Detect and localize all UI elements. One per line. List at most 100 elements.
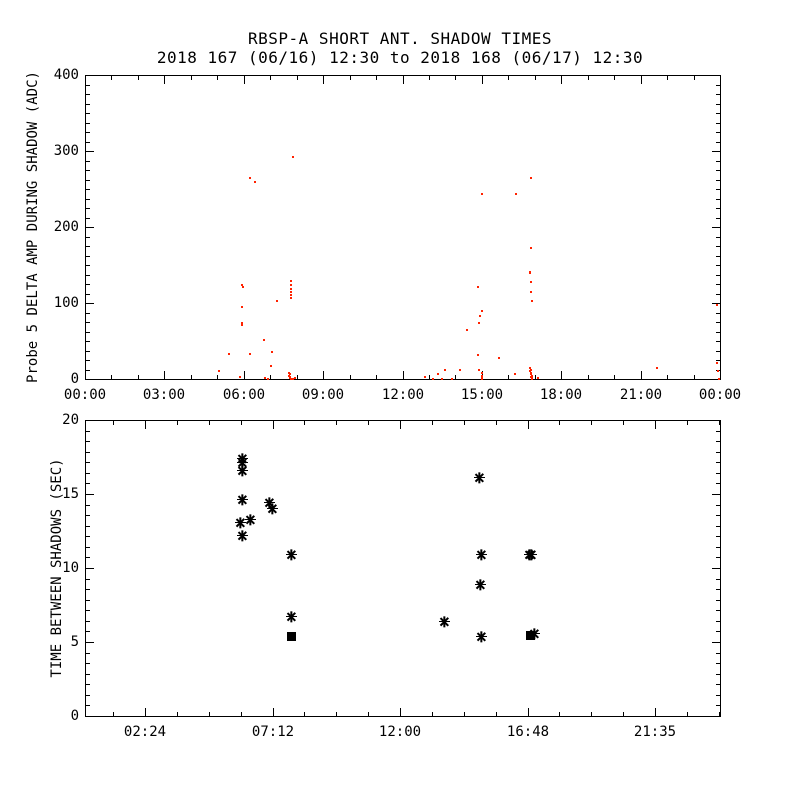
bottom-y-tick [716,452,720,453]
data-point-dot [481,193,483,195]
top-y-tick [712,151,720,152]
bottom-x-tick [336,421,337,425]
top-x-tick [217,375,218,379]
top-y-tick [86,322,90,323]
top-y-tick [716,294,720,295]
bottom-y-tick [86,462,90,463]
bottom-x-tick-label: 07:12 [251,724,295,740]
top-y-tick [86,161,90,162]
bottom-x-tick [336,712,337,716]
top-x-tick-label: 06:00 [222,387,266,403]
top-x-tick [111,76,112,80]
data-point-dot [537,377,539,379]
top-y-tick [86,85,90,86]
bottom-y-tick [86,600,90,601]
top-x-tick [508,76,509,80]
data-point-dot [530,177,532,179]
data-point-dot [263,339,265,341]
data-point-dot [270,365,272,367]
top-x-tick [535,375,536,379]
bottom-y-tick [86,568,94,569]
bottom-y-tick [716,505,720,506]
top-panel-border [85,75,721,380]
bottom-y-tick [86,420,94,421]
top-x-tick [694,375,695,379]
bottom-x-tick [304,712,305,716]
top-x-tick [641,76,642,84]
data-point-dot [249,353,251,355]
bottom-x-tick [496,712,497,716]
top-x-tick-label: 00:00 [63,387,107,403]
top-y-tick [86,332,90,333]
top-x-tick [85,371,86,379]
data-point-dot [228,353,230,355]
data-point-asterisk [267,502,278,514]
top-y-tick [86,170,90,171]
top-x-tick [614,76,615,80]
bottom-y-tick [716,589,720,590]
bottom-panel-border [85,420,721,717]
bottom-x-tick [400,708,401,716]
data-point-dot [437,373,439,375]
top-y-tick [716,180,720,181]
bottom-y-tick [716,674,720,675]
bottom-x-tick [719,712,720,716]
top-y-tick [716,113,720,114]
top-y-tick [86,94,90,95]
bottom-x-tick [145,421,146,429]
bottom-x-tick-label: 16:48 [506,724,550,740]
data-point-dot [239,376,241,378]
data-point-dot [515,193,517,195]
bottom-y-tick [716,441,720,442]
data-point-dot [481,310,483,312]
data-point-asterisk [474,471,485,483]
top-x-tick [323,76,324,84]
bottom-x-tick [528,708,529,716]
bottom-y-tick [716,536,720,537]
top-y-tick [716,123,720,124]
top-y-tick [716,284,720,285]
data-point-dot [478,322,480,324]
bottom-y-tick [716,653,720,654]
bottom-y-tick-label: 15 [62,486,79,502]
data-point-dot [530,247,532,249]
bottom-y-tick [86,536,90,537]
top-y-tick [712,379,720,380]
bottom-y-tick [716,579,720,580]
data-point-dot [466,329,468,331]
bottom-y-tick [86,642,94,643]
top-y-tick [86,360,90,361]
bottom-x-tick [464,712,465,716]
top-y-tick-label: 400 [53,67,79,83]
top-y-tick [86,151,94,152]
bottom-y-tick [716,631,720,632]
top-x-tick [667,76,668,80]
top-x-tick [561,76,562,84]
bottom-y-tick-label: 10 [62,560,79,576]
bottom-y-tick [716,483,720,484]
top-x-tick [191,76,192,80]
data-point-dot [290,288,292,290]
bottom-y-tick [716,473,720,474]
bottom-x-tick-label: 21:35 [633,724,677,740]
bottom-x-tick [464,421,465,425]
data-point-dot [271,351,273,353]
top-x-tick [270,375,271,379]
top-x-tick [561,371,562,379]
top-x-tick [323,371,324,379]
top-y-tick [86,142,90,143]
top-x-tick [403,76,404,84]
bottom-y-tick [712,716,720,717]
top-y-tick [86,199,90,200]
bottom-y-tick-label: 0 [70,708,79,724]
top-y-tick [716,332,720,333]
bottom-y-tick [86,674,90,675]
top-y-tick-label: 200 [53,219,79,235]
bottom-x-tick [623,712,624,716]
top-y-tick [716,322,720,323]
bottom-y-tick [712,642,720,643]
top-x-tick [455,375,456,379]
data-point-dot [531,300,533,302]
bottom-y-tick [716,705,720,706]
top-y-tick [716,94,720,95]
